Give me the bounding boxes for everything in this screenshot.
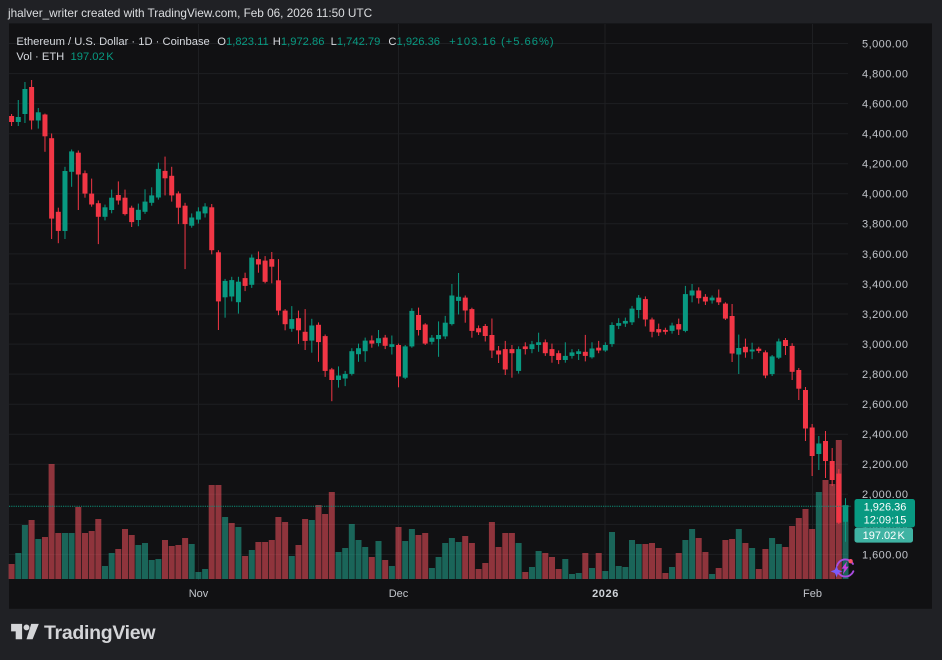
- svg-text:1,600.00: 1,600.00: [862, 549, 908, 561]
- svg-text:Ethereum / U.S. Dollar · 1D ·: Ethereum / U.S. Dollar · 1D · Coinbase: [16, 36, 209, 48]
- svg-text:3,200.00: 3,200.00: [862, 309, 908, 321]
- svg-text:2,200.00: 2,200.00: [862, 459, 908, 471]
- svg-text:2,600.00: 2,600.00: [862, 399, 908, 411]
- svg-text:4,800.00: 4,800.00: [862, 69, 908, 81]
- svg-text:2,400.00: 2,400.00: [862, 429, 908, 441]
- svg-text:C1,926.36: C1,926.36: [388, 36, 440, 48]
- svg-text:197.02K: 197.02K: [863, 530, 906, 542]
- svg-text:4,400.00: 4,400.00: [862, 129, 908, 141]
- svg-text:H1,972.86: H1,972.86: [273, 36, 325, 48]
- svg-text:2,800.00: 2,800.00: [862, 369, 908, 381]
- svg-text:197.02K: 197.02K: [71, 51, 115, 63]
- svg-text:2026: 2026: [592, 588, 619, 600]
- svg-text:1,926.36: 1,926.36: [864, 502, 907, 514]
- svg-text:12:09:15: 12:09:15: [864, 514, 907, 526]
- svg-text:4,000.00: 4,000.00: [862, 189, 908, 201]
- svg-text:Vol · ETH: Vol · ETH: [16, 51, 64, 63]
- svg-text:2,000.00: 2,000.00: [862, 489, 908, 501]
- svg-text:3,400.00: 3,400.00: [862, 279, 908, 291]
- svg-text:3,000.00: 3,000.00: [862, 339, 908, 351]
- svg-text:3,800.00: 3,800.00: [862, 219, 908, 231]
- svg-text:+103.16 (+5.66%): +103.16 (+5.66%): [449, 36, 555, 48]
- svg-text:O1,823.11: O1,823.11: [217, 36, 268, 48]
- svg-text:Dec: Dec: [389, 588, 409, 600]
- svg-text:TradingView: TradingView: [44, 622, 156, 644]
- svg-text:Nov: Nov: [189, 588, 209, 600]
- svg-text:5,000.00: 5,000.00: [862, 38, 908, 50]
- svg-text:jhalver_writer created with Tr: jhalver_writer created with TradingView.…: [7, 6, 373, 20]
- svg-text:4,600.00: 4,600.00: [862, 99, 908, 111]
- svg-text:L1,742.79: L1,742.79: [331, 36, 381, 48]
- svg-text:3,600.00: 3,600.00: [862, 249, 908, 261]
- svg-text:4,200.00: 4,200.00: [862, 159, 908, 171]
- svg-text:Feb: Feb: [803, 588, 822, 600]
